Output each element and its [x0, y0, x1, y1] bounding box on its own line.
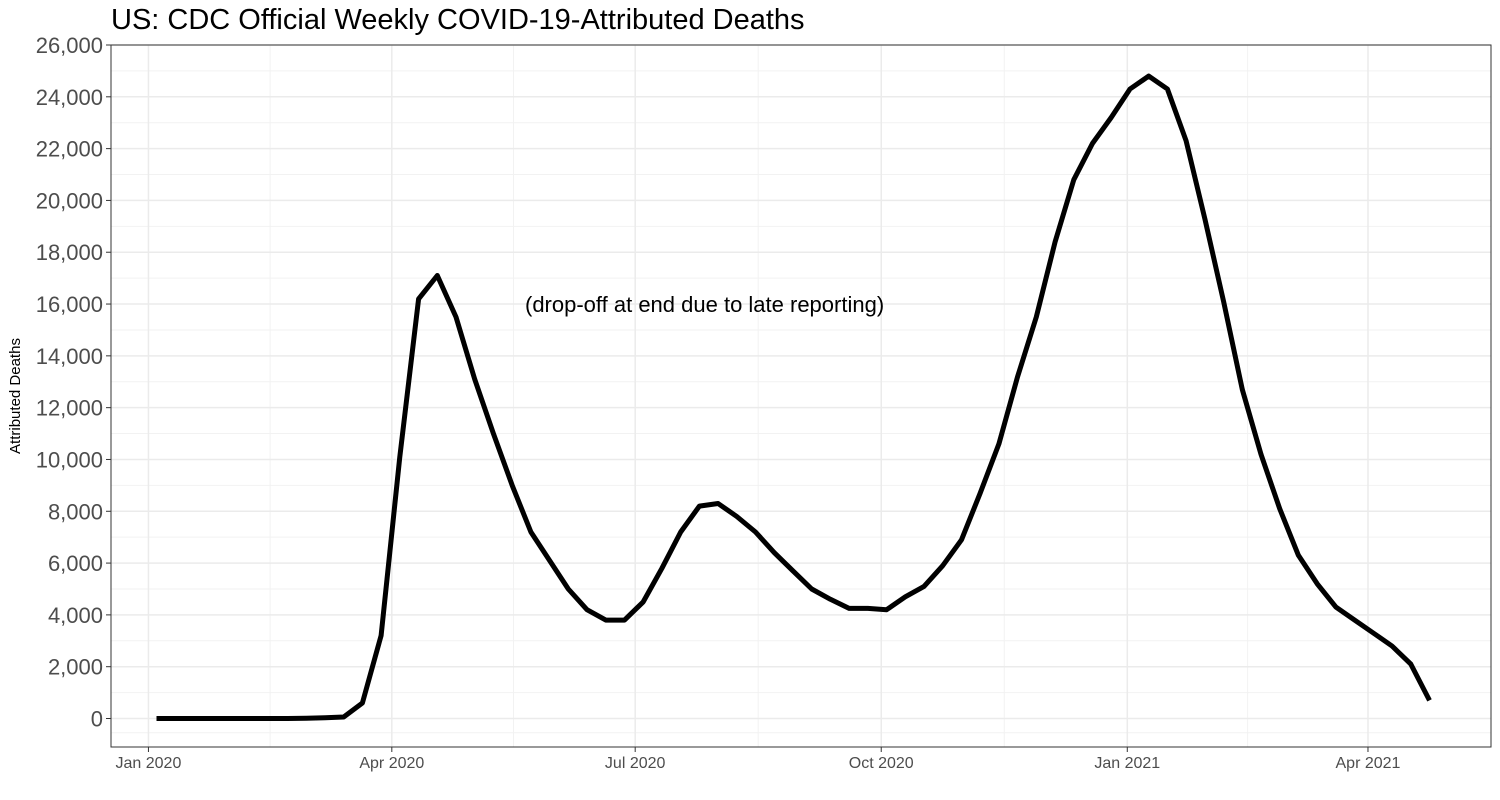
y-axis-title: Attributed Deaths — [7, 338, 24, 454]
y-tick-label: 24,000 — [36, 85, 103, 110]
y-tick-label: 2,000 — [48, 655, 103, 680]
x-tick-label: Apr 2020 — [359, 755, 424, 772]
deaths-line — [156, 73, 1432, 721]
x-tick-label: Jul 2020 — [605, 755, 666, 772]
y-tick-label: 22,000 — [36, 137, 103, 162]
y-tick-label: 14,000 — [36, 344, 103, 369]
y-tick-label: 12,000 — [36, 396, 103, 421]
y-tick-label: 18,000 — [36, 240, 103, 265]
x-tick-label: Apr 2021 — [1336, 755, 1401, 772]
y-tick-label: 0 — [91, 707, 103, 732]
y-tick-label: 6,000 — [48, 551, 103, 576]
series-line — [156, 73, 1432, 721]
x-tick-label: Oct 2020 — [849, 755, 914, 772]
y-tick-label: 26,000 — [36, 33, 103, 58]
y-tick-label: 10,000 — [36, 447, 103, 472]
annotation-text: (drop-off at end due to late reporting) — [525, 292, 884, 317]
y-tick-label: 16,000 — [36, 292, 103, 317]
chart-title: US: CDC Official Weekly COVID-19-Attribu… — [111, 4, 805, 36]
minor-gridlines — [111, 45, 1491, 747]
y-tick-label: 20,000 — [36, 188, 103, 213]
x-axis: Jan 2020 Apr 2020 Jul 2020 Oct 2020 Jan 2021… — [116, 747, 1401, 772]
x-tick-label: Jan 2020 — [116, 755, 182, 772]
y-tick-label: 8,000 — [48, 499, 103, 524]
y-tick-label: 4,000 — [48, 603, 103, 628]
y-axis: 0 2,000 4,000 6,000 8,000 10,000 12,000 14,000 1… — [36, 33, 111, 732]
x-tick-label: Jan 2021 — [1094, 755, 1160, 772]
plot-border — [110, 44, 1492, 748]
